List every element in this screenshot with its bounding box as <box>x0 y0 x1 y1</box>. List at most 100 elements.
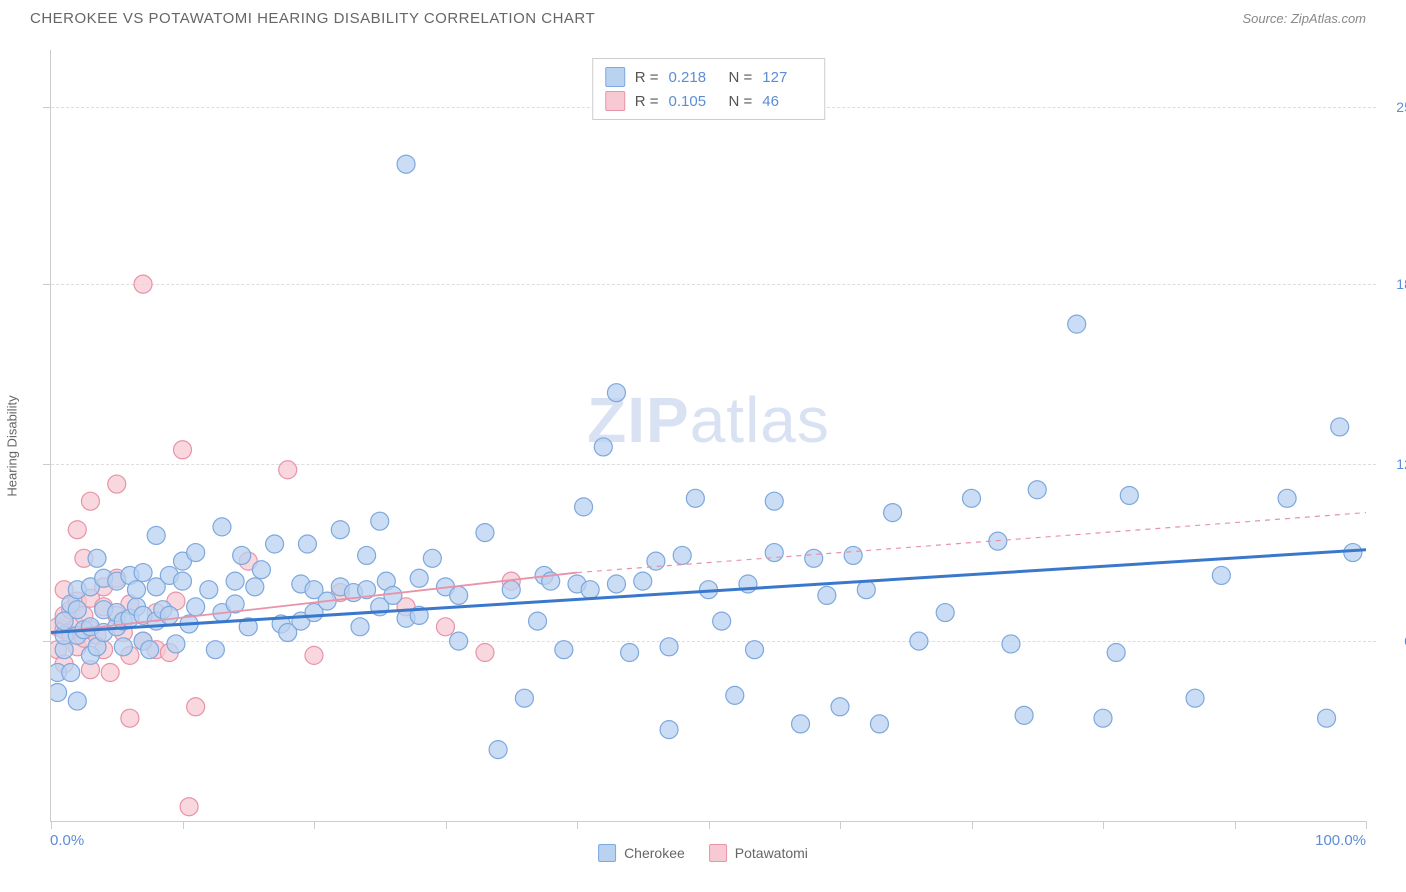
data-point <box>634 572 652 590</box>
data-point <box>397 155 415 173</box>
legend-swatch-potawatomi <box>709 844 727 862</box>
data-point <box>51 684 67 702</box>
data-point <box>127 581 145 599</box>
data-point <box>450 586 468 604</box>
y-tick <box>43 641 51 642</box>
data-point <box>1186 689 1204 707</box>
x-tick <box>840 821 841 829</box>
data-point <box>174 441 192 459</box>
y-tick-label: 12.5% <box>1396 456 1406 472</box>
data-point <box>765 492 783 510</box>
x-tick <box>577 821 578 829</box>
data-point <box>81 492 99 510</box>
data-point <box>489 741 507 759</box>
legend-swatch-series2 <box>605 91 625 111</box>
data-point <box>1094 709 1112 727</box>
y-tick <box>43 107 51 108</box>
data-point <box>1331 418 1349 436</box>
y-tick <box>43 464 51 465</box>
legend-swatch-cherokee <box>598 844 616 862</box>
data-point <box>174 572 192 590</box>
data-point <box>358 546 376 564</box>
data-point <box>963 489 981 507</box>
data-point <box>226 572 244 590</box>
data-point <box>575 498 593 516</box>
data-point <box>621 644 639 662</box>
data-point <box>246 578 264 596</box>
x-tick <box>183 821 184 829</box>
data-point <box>660 721 678 739</box>
data-point <box>607 575 625 593</box>
data-point <box>555 641 573 659</box>
x-axis-max-label: 100.0% <box>1315 832 1366 849</box>
data-point <box>660 638 678 656</box>
x-tick <box>446 821 447 829</box>
source-attribution: Source: ZipAtlas.com <box>1242 11 1366 26</box>
data-point <box>160 606 178 624</box>
data-point <box>450 632 468 650</box>
x-tick <box>314 821 315 829</box>
data-point <box>713 612 731 630</box>
y-tick-label: 25.0% <box>1396 99 1406 115</box>
data-point <box>68 601 86 619</box>
data-point <box>384 586 402 604</box>
data-point <box>141 641 159 659</box>
data-point <box>936 604 954 622</box>
data-point <box>206 641 224 659</box>
chart-area: ZIPatlas R = 0.218 N = 127 R = 0.105 N =… <box>50 50 1366 822</box>
data-point <box>101 664 119 682</box>
data-point <box>805 549 823 567</box>
y-axis-label: Hearing Disability <box>5 395 20 496</box>
chart-title: CHEROKEE VS POTAWATOMI HEARING DISABILIT… <box>30 10 595 27</box>
data-point <box>1318 709 1336 727</box>
data-point <box>476 644 494 662</box>
data-point <box>476 524 494 542</box>
x-tick <box>51 821 52 829</box>
data-point <box>213 518 231 536</box>
data-point <box>857 581 875 599</box>
data-point <box>515 689 533 707</box>
data-point <box>818 586 836 604</box>
x-tick <box>709 821 710 829</box>
data-point <box>68 521 86 539</box>
x-tick <box>1103 821 1104 829</box>
legend-item-series2: Potawatomi <box>709 844 808 862</box>
data-point <box>437 618 455 636</box>
data-point <box>529 612 547 630</box>
data-point <box>1015 706 1033 724</box>
data-point <box>910 632 928 650</box>
legend-label-potawatomi: Potawatomi <box>735 845 808 861</box>
data-point <box>167 635 185 653</box>
correlation-legend: R = 0.218 N = 127 R = 0.105 N = 46 <box>592 58 826 120</box>
legend-row-series2: R = 0.105 N = 46 <box>605 89 813 113</box>
data-point <box>1002 635 1020 653</box>
data-point <box>114 638 132 656</box>
data-point <box>1068 315 1086 333</box>
data-point <box>68 692 86 710</box>
data-point <box>134 564 152 582</box>
y-tick <box>43 284 51 285</box>
plot-region: ZIPatlas R = 0.218 N = 127 R = 0.105 N =… <box>50 50 1366 822</box>
legend-swatch-series1 <box>605 67 625 87</box>
data-point <box>266 535 284 553</box>
data-point <box>371 512 389 530</box>
data-point <box>88 549 106 567</box>
data-point <box>1120 486 1138 504</box>
data-point <box>62 664 80 682</box>
data-point <box>792 715 810 733</box>
data-point <box>180 798 198 816</box>
data-point <box>121 709 139 727</box>
data-point <box>423 549 441 567</box>
data-point <box>187 544 205 562</box>
data-point <box>686 489 704 507</box>
data-point <box>410 569 428 587</box>
data-point <box>187 698 205 716</box>
data-point <box>607 384 625 402</box>
scatter-svg <box>51 50 1366 821</box>
series-legend: Cherokee Potawatomi <box>598 844 808 862</box>
data-point <box>1107 644 1125 662</box>
x-tick <box>1235 821 1236 829</box>
data-point <box>884 504 902 522</box>
data-point <box>1344 544 1362 562</box>
legend-label-cherokee: Cherokee <box>624 845 685 861</box>
